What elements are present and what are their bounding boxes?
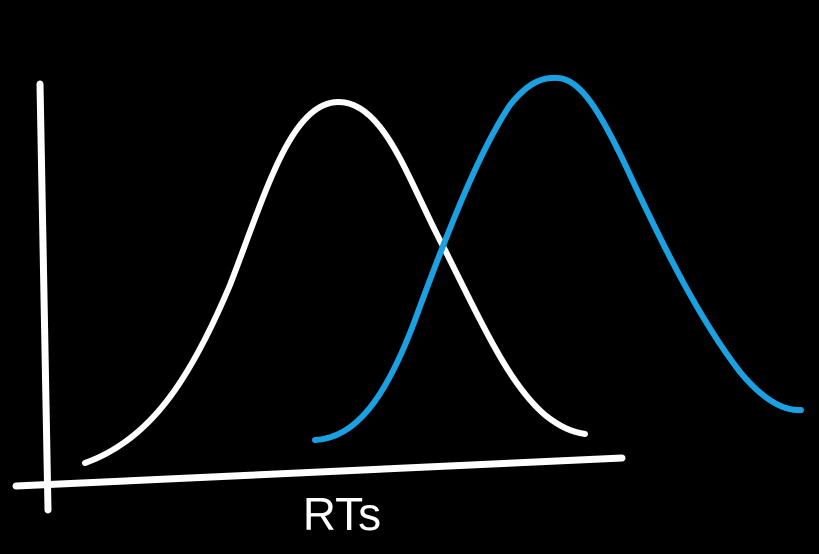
blue-distribution-curve <box>312 74 804 443</box>
x-axis-line <box>12 454 626 490</box>
x-axis-label: RTs <box>303 488 381 540</box>
y-axis-line <box>36 80 52 514</box>
white-distribution-curve <box>82 98 588 466</box>
